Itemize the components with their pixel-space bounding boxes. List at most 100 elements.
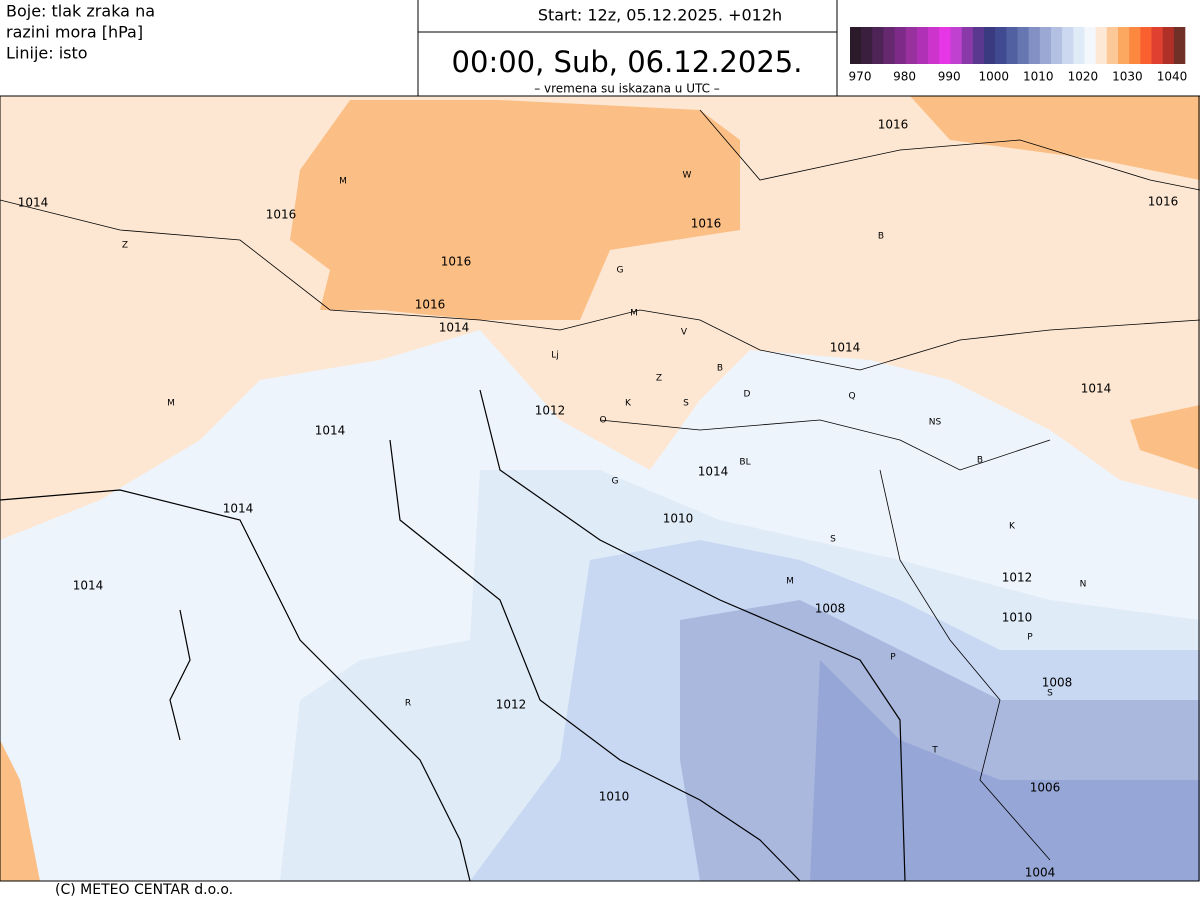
contour-label: 1010: [663, 512, 694, 526]
contour-label: 1014: [18, 196, 49, 210]
legend-swatch: [1084, 27, 1096, 64]
contour-label: 1014: [73, 579, 104, 593]
place-label: N: [1080, 580, 1087, 590]
contour-label: 1012: [1002, 571, 1033, 585]
pressure-area: [910, 96, 1200, 180]
place-label: NS: [929, 418, 942, 428]
legend-swatch: [1062, 27, 1074, 64]
place-label: M: [167, 399, 175, 409]
contour-label: 1012: [496, 698, 527, 712]
legend-swatch: [1051, 27, 1063, 64]
time-note: – vremena su iskazana u UTC –: [534, 82, 720, 96]
map-frame: [0, 95, 1200, 882]
place-label: BL: [739, 458, 750, 468]
info-line: razini mora [hPa]: [6, 23, 143, 42]
pressure-area: [1130, 405, 1200, 470]
place-label: T: [931, 746, 938, 756]
place-label: Q: [848, 392, 855, 402]
legend-tick-label: 980: [893, 70, 916, 84]
legend-swatch: [1151, 27, 1163, 64]
contour-label: 1014: [830, 341, 861, 355]
legend-swatch: [872, 27, 884, 64]
contour-label: 1014: [223, 502, 254, 516]
place-label: P: [1027, 633, 1033, 643]
legend-swatch: [950, 27, 962, 64]
border: [599, 419, 1051, 471]
place-label: B: [977, 456, 983, 466]
legend-tick-label: 990: [938, 70, 961, 84]
coastlines: [0, 389, 906, 882]
contour-label: 1016: [691, 217, 722, 231]
place-label: K: [625, 399, 632, 409]
info-line: Boje: tlak zraka na: [6, 2, 155, 21]
contour-label: 1004: [1025, 866, 1056, 880]
legend-swatch: [1129, 27, 1141, 64]
legend-swatch: [1162, 27, 1175, 64]
contour-label: 1008: [1042, 676, 1073, 690]
legend-swatch: [995, 27, 1007, 64]
contour-label: 1014: [439, 321, 470, 335]
pressure-area: [290, 100, 740, 320]
place-label: G: [612, 477, 619, 487]
legend-swatch: [883, 27, 895, 64]
place-label: Z: [122, 241, 128, 251]
contour-label: 1016: [1148, 195, 1179, 209]
place-label: M: [339, 177, 347, 187]
contour-label: 1006: [1030, 781, 1061, 795]
pressure-area: [810, 660, 1200, 881]
border: [0, 199, 1200, 371]
place-label: O: [599, 416, 606, 426]
contour-label: 1016: [441, 255, 472, 269]
contour-label: 1016: [878, 118, 909, 132]
borders: [0, 109, 1200, 861]
legend-swatch: [1028, 27, 1041, 64]
contour-label: 1014: [315, 424, 346, 438]
place-label: S: [1047, 689, 1053, 699]
legend-swatch: [972, 27, 985, 64]
legend-tick-label: 970: [849, 70, 872, 84]
place-label: P: [890, 653, 896, 663]
coastline: [389, 439, 801, 882]
legend-swatch: [1039, 27, 1052, 64]
contour-label: 1008: [815, 602, 846, 616]
place-label: Lj: [551, 351, 559, 361]
info-line: Linije: isto: [6, 44, 88, 63]
legend-swatch: [1118, 27, 1130, 64]
legend-swatch: [917, 27, 929, 64]
place-label: G: [617, 266, 624, 276]
legend-tick-label: 1010: [1023, 70, 1054, 84]
coastline: [479, 389, 906, 882]
legend-swatch: [984, 27, 996, 64]
legend-swatch: [1006, 27, 1018, 64]
legend-swatch: [861, 27, 873, 64]
legend-swatch: [1073, 27, 1085, 64]
place-label: R: [405, 699, 411, 709]
place-label: B: [717, 364, 723, 374]
contour-label: 1012: [535, 404, 566, 418]
legend-tick-label: 1030: [1112, 70, 1143, 84]
place-label: D: [744, 390, 751, 400]
place-label: W: [683, 171, 692, 181]
contour-label: 1014: [698, 465, 729, 479]
legend-swatch: [905, 27, 918, 64]
contour-label: 1016: [266, 208, 297, 222]
legend-tick-label: 1000: [978, 70, 1009, 84]
coastline: [0, 489, 471, 882]
place-label: V: [681, 328, 688, 338]
contour-label: 1014: [1081, 382, 1112, 396]
place-label: B: [878, 232, 884, 242]
header: Boje: tlak zraka na razini mora [hPa] Li…: [0, 0, 1200, 97]
legend-swatch: [894, 27, 907, 64]
map-labels: 1016 1016 1014 1016 1016 1016 1016 1014 1014 1014…: [18, 118, 1179, 880]
legend-swatch: [1173, 27, 1186, 64]
run-info: Start: 12z, 05.12.2025. +012h: [538, 6, 782, 25]
contour-label: 1010: [1002, 611, 1033, 625]
legend-swatch: [1140, 27, 1152, 64]
border: [699, 109, 1200, 191]
pressure-area: [0, 740, 40, 881]
valid-time: 00:00, Sub, 06.12.2025.: [452, 45, 803, 79]
place-label: M: [786, 577, 794, 587]
place-label: S: [830, 535, 836, 545]
border: [879, 469, 1051, 861]
